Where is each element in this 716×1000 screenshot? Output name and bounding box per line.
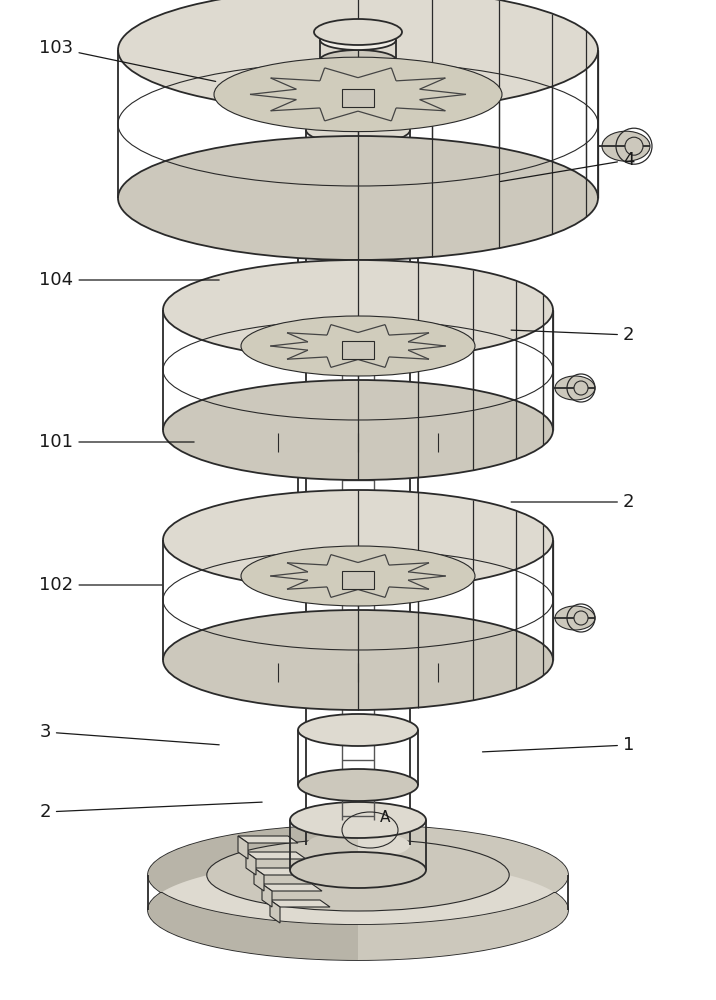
- Ellipse shape: [290, 802, 426, 838]
- Ellipse shape: [163, 610, 553, 710]
- Ellipse shape: [320, 30, 396, 50]
- Polygon shape: [254, 868, 314, 875]
- Ellipse shape: [298, 179, 418, 211]
- Ellipse shape: [298, 714, 418, 746]
- Text: 102: 102: [39, 576, 162, 594]
- Ellipse shape: [148, 825, 568, 925]
- Polygon shape: [358, 0, 598, 260]
- Polygon shape: [246, 852, 256, 875]
- Polygon shape: [358, 802, 426, 888]
- Polygon shape: [290, 802, 358, 888]
- Ellipse shape: [298, 769, 418, 801]
- Polygon shape: [358, 260, 553, 480]
- Polygon shape: [298, 179, 358, 326]
- Text: 2: 2: [511, 326, 634, 344]
- Polygon shape: [298, 414, 358, 556]
- Text: 3: 3: [39, 723, 219, 745]
- Ellipse shape: [306, 116, 410, 144]
- Ellipse shape: [298, 294, 418, 326]
- Text: 101: 101: [39, 433, 194, 451]
- Ellipse shape: [163, 380, 553, 480]
- Ellipse shape: [320, 50, 396, 70]
- Polygon shape: [358, 179, 418, 326]
- Polygon shape: [163, 490, 358, 710]
- Polygon shape: [306, 116, 358, 859]
- Ellipse shape: [148, 860, 568, 960]
- Ellipse shape: [241, 316, 475, 376]
- Polygon shape: [358, 825, 568, 960]
- Ellipse shape: [241, 546, 475, 606]
- Text: 4: 4: [500, 151, 634, 182]
- Text: 2: 2: [39, 802, 262, 821]
- Ellipse shape: [602, 131, 650, 161]
- Ellipse shape: [290, 852, 426, 888]
- Polygon shape: [238, 836, 248, 859]
- Polygon shape: [262, 884, 322, 891]
- Ellipse shape: [163, 260, 553, 360]
- Polygon shape: [342, 89, 374, 107]
- Polygon shape: [262, 884, 272, 907]
- Text: 103: 103: [39, 39, 216, 81]
- Text: 1: 1: [483, 736, 634, 754]
- Polygon shape: [358, 30, 396, 70]
- Ellipse shape: [298, 414, 418, 446]
- Text: A: A: [380, 810, 390, 824]
- Ellipse shape: [214, 57, 502, 132]
- Polygon shape: [238, 836, 298, 843]
- Polygon shape: [163, 260, 358, 480]
- Ellipse shape: [207, 839, 509, 911]
- Polygon shape: [358, 116, 410, 859]
- Polygon shape: [270, 900, 280, 923]
- Ellipse shape: [574, 381, 588, 395]
- Ellipse shape: [555, 376, 595, 400]
- Polygon shape: [320, 30, 358, 70]
- Ellipse shape: [118, 136, 598, 260]
- Ellipse shape: [118, 0, 598, 112]
- Polygon shape: [246, 852, 306, 859]
- Polygon shape: [118, 0, 358, 260]
- Polygon shape: [358, 414, 418, 556]
- Polygon shape: [358, 490, 553, 710]
- Ellipse shape: [163, 490, 553, 590]
- Polygon shape: [358, 714, 418, 801]
- Ellipse shape: [574, 611, 588, 625]
- Polygon shape: [298, 714, 358, 801]
- Ellipse shape: [298, 524, 418, 556]
- Polygon shape: [342, 341, 374, 359]
- Polygon shape: [254, 868, 264, 891]
- Text: 104: 104: [39, 271, 219, 289]
- Polygon shape: [342, 571, 374, 589]
- Ellipse shape: [625, 137, 643, 155]
- Polygon shape: [270, 900, 330, 907]
- Polygon shape: [148, 825, 358, 960]
- Text: 2: 2: [511, 493, 634, 511]
- Ellipse shape: [314, 19, 402, 45]
- Ellipse shape: [555, 606, 595, 630]
